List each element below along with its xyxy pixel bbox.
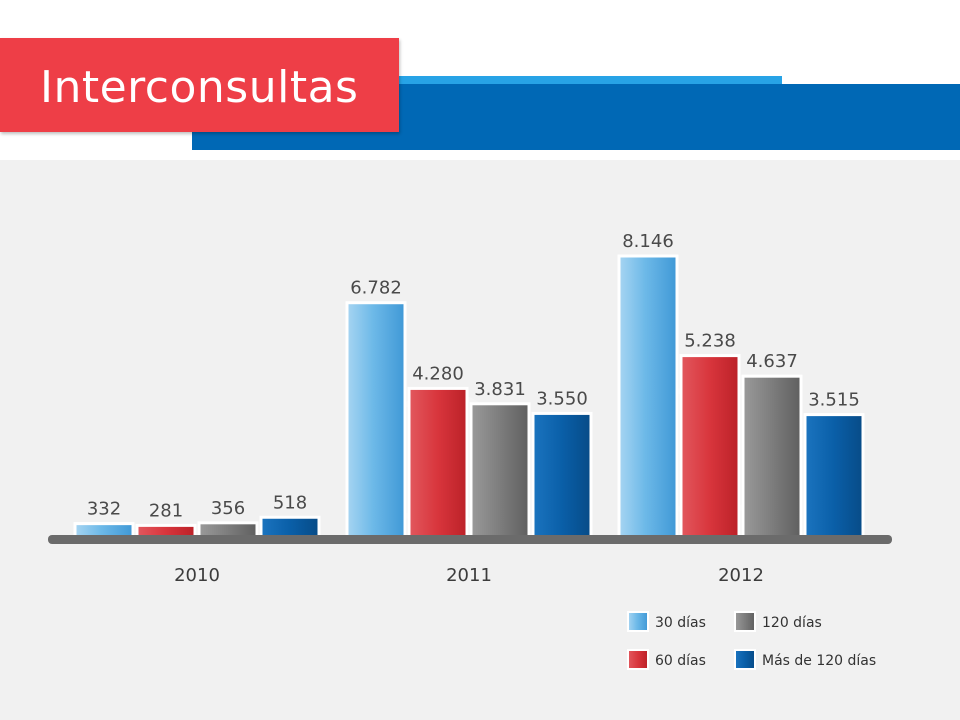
- chart-area: 1236912369 3322813565186.7824.2803.8313.…: [0, 160, 960, 720]
- page-title: Interconsultas: [40, 62, 359, 113]
- bar-120-2012: [741, 374, 803, 539]
- legend-swatch-30: [627, 611, 649, 632]
- bar-30-2011: [345, 301, 407, 539]
- bar-30-2010: [73, 522, 135, 539]
- bar-120-2011: [469, 402, 531, 539]
- chart-baseline: [48, 535, 892, 544]
- bar-chart: 1236912369 3322813565186.7824.2803.8313.…: [48, 231, 892, 670]
- title-box: [0, 38, 399, 132]
- legend-label: 60 días: [655, 653, 706, 669]
- data-label: 5.238: [684, 331, 736, 352]
- legend-label: 120 días: [762, 615, 822, 631]
- data-label: 3.515: [808, 390, 860, 411]
- chart-legend: 30 días 120 días 60 días Más de 120 días: [627, 611, 876, 670]
- data-label: 3.550: [536, 388, 588, 409]
- category-labels: 2010 2011 2012: [174, 565, 764, 586]
- bar-30-2012: [617, 254, 679, 539]
- bar-60-2012: [679, 354, 741, 539]
- data-label: 332: [87, 499, 121, 520]
- bar-60-2011: [407, 386, 469, 539]
- data-label: 4.280: [412, 363, 464, 384]
- data-label: 8.146: [622, 231, 674, 252]
- category-label-2010: 2010: [174, 565, 220, 586]
- legend-swatch-60: [627, 649, 649, 670]
- data-label: 3.831: [474, 379, 526, 400]
- legend-swatch-mas120: [734, 649, 756, 670]
- legend-swatch-120: [734, 611, 756, 632]
- data-label: 4.637: [746, 351, 798, 372]
- category-label-2011: 2011: [446, 565, 492, 586]
- data-label: 6.782: [350, 278, 402, 299]
- bars-group: 332 281 356 518 6.782 4.280 3.831 3.550 8.146 5.2…: [73, 231, 865, 539]
- data-label: 356: [211, 498, 245, 519]
- legend-label: Más de 120 días: [762, 653, 876, 669]
- bar-mas-120-2011: [531, 411, 593, 539]
- data-label: 518: [273, 492, 307, 513]
- bar-120-2010: [197, 521, 259, 539]
- data-label: 281: [149, 500, 183, 521]
- bar-mas-120-2010: [259, 515, 321, 539]
- category-label-2012: 2012: [718, 565, 764, 586]
- bar-mas-120-2012: [803, 413, 865, 539]
- legend-label: 30 días: [655, 615, 706, 631]
